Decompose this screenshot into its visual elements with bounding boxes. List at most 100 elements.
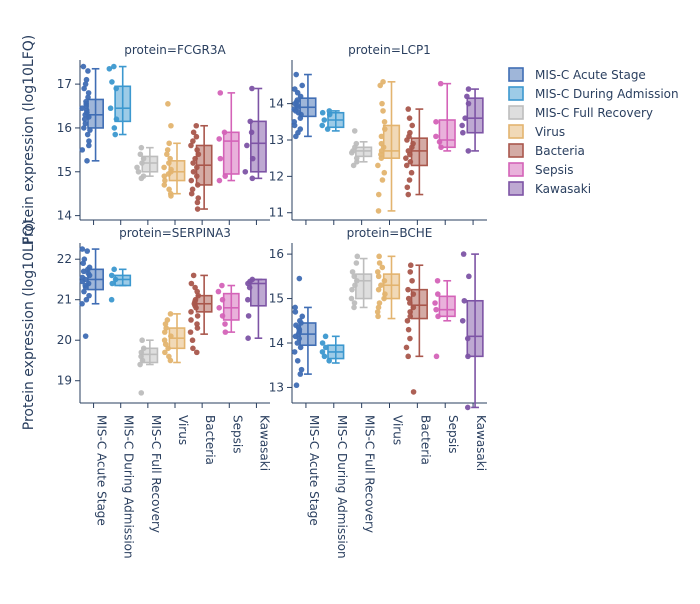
- data-point: [348, 149, 355, 156]
- box-kawasaki: [466, 97, 484, 134]
- panel-2: 19 20 21 22 protein=SERPINA3 MIS-C Acute Stag…: [57, 226, 272, 559]
- x-tick-label: MIS-C Acute Stage: [307, 415, 321, 526]
- legend-swatch: [508, 162, 524, 177]
- legend-swatch: [508, 181, 524, 196]
- data-point: [194, 325, 201, 331]
- data-point: [293, 71, 300, 78]
- data-point: [376, 300, 383, 306]
- box-mis-c-full-recovery: [141, 155, 159, 173]
- data-point: [188, 309, 194, 315]
- data-point: [294, 340, 301, 346]
- data-point: [349, 269, 356, 275]
- box-sepsis: [438, 119, 456, 149]
- data-point: [79, 278, 86, 285]
- x-tick-label: Bacteria: [203, 415, 217, 465]
- data-point: [86, 142, 92, 149]
- data-point: [79, 147, 86, 153]
- data-point: [432, 300, 438, 306]
- data-point: [193, 133, 200, 140]
- data-point: [404, 184, 411, 191]
- data-point: [111, 266, 117, 273]
- y-tick-label: 14: [269, 97, 284, 111]
- data-point: [245, 296, 251, 303]
- data-point: [378, 282, 384, 289]
- data-point: [194, 313, 201, 319]
- data-point: [381, 169, 388, 176]
- data-point: [112, 131, 119, 138]
- data-point: [406, 115, 413, 121]
- data-point: [465, 86, 472, 92]
- y-tick-label: 15: [269, 292, 284, 306]
- data-point: [404, 317, 411, 324]
- data-point: [433, 119, 439, 125]
- x-tick-label: Virus: [391, 415, 405, 445]
- data-point: [375, 313, 381, 320]
- legend-swatch: [508, 124, 524, 139]
- data-point: [190, 272, 197, 279]
- data-point: [353, 260, 360, 266]
- data-point: [81, 288, 87, 295]
- data-point: [405, 326, 412, 333]
- data-point: [376, 253, 382, 260]
- data-point: [459, 122, 465, 129]
- data-point: [107, 105, 114, 112]
- data-point: [321, 353, 328, 360]
- data-point: [299, 82, 305, 89]
- x-tick-label: MIS-C During Admission: [335, 415, 349, 559]
- data-point: [194, 321, 200, 327]
- data-point: [409, 277, 415, 284]
- data-point: [405, 106, 412, 112]
- box-sepsis: [222, 292, 240, 321]
- data-point: [293, 133, 299, 140]
- data-point: [188, 142, 194, 149]
- data-point: [242, 168, 249, 175]
- box-mis-c-full-recovery: [355, 273, 373, 300]
- data-point: [378, 155, 385, 161]
- data-point: [188, 317, 194, 323]
- data-point: [82, 333, 89, 339]
- data-point: [166, 186, 172, 193]
- data-point: [81, 116, 88, 122]
- data-point: [294, 357, 301, 364]
- data-point: [459, 317, 466, 324]
- data-point: [433, 353, 440, 360]
- data-point: [464, 404, 471, 411]
- data-point: [433, 133, 439, 140]
- data-point: [461, 297, 468, 304]
- legend-label: MIS-C During Admission: [535, 87, 679, 101]
- data-point: [80, 268, 87, 275]
- y-axis-title: Protein expression (log10LFQ): [21, 220, 37, 430]
- data-point: [403, 344, 410, 351]
- data-point: [162, 177, 168, 184]
- data-point: [85, 90, 92, 96]
- box-mis-c-acute-stage: [87, 98, 104, 129]
- box-mis-c-full-recovery: [355, 146, 373, 158]
- box-virus: [382, 273, 401, 300]
- data-point: [164, 151, 170, 158]
- data-point: [79, 246, 86, 252]
- panel-0: 14 15 16 17 protein=FCGR3A: [57, 43, 270, 225]
- data-point: [410, 389, 417, 395]
- data-point: [85, 68, 91, 74]
- data-point: [194, 206, 201, 212]
- data-point: [190, 168, 197, 175]
- data-point: [84, 248, 91, 254]
- x-tick-label: MIS-C During Admission: [122, 415, 136, 559]
- data-point: [161, 173, 168, 179]
- data-point: [408, 169, 415, 176]
- data-point: [296, 275, 303, 282]
- data-point: [108, 296, 115, 303]
- data-point: [299, 313, 306, 320]
- legend-label: Kawasaki: [535, 182, 591, 196]
- legend-label: MIS-C Acute Stage: [535, 68, 646, 82]
- data-point: [292, 304, 298, 311]
- y-tick-label: 22: [57, 252, 72, 266]
- data-point: [82, 81, 89, 87]
- data-point: [378, 133, 385, 140]
- data-point: [80, 260, 87, 267]
- data-point: [319, 349, 326, 355]
- data-point: [166, 140, 172, 147]
- data-point: [374, 269, 381, 275]
- data-point: [193, 122, 200, 129]
